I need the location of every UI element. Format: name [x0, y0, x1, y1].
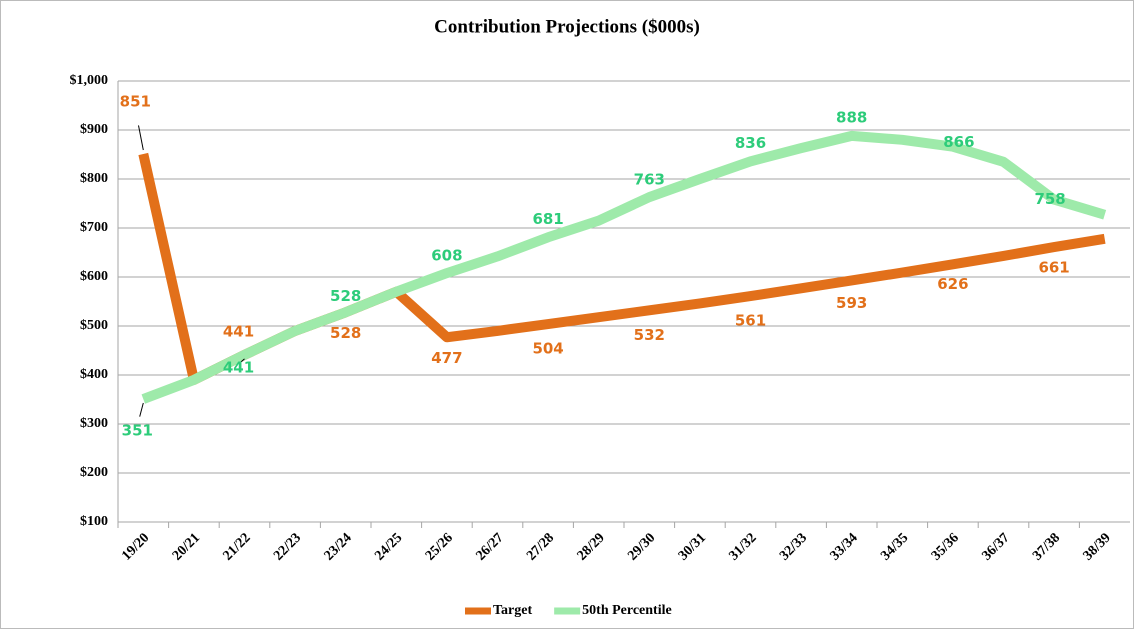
data-label: 532	[634, 326, 665, 344]
data-label: 758	[1034, 190, 1065, 208]
y-tick-label: $900	[80, 122, 108, 137]
data-label: 836	[735, 134, 766, 152]
data-label: 626	[937, 275, 968, 293]
data-label: 593	[836, 294, 867, 312]
y-tick-label: $300	[80, 416, 108, 431]
chart-title: Contribution Projections ($000s)	[434, 16, 700, 37]
y-tick-label: $200	[80, 465, 108, 480]
data-label: 528	[330, 287, 361, 305]
data-label: 681	[532, 210, 563, 228]
data-label: 351	[122, 422, 153, 440]
data-label: 561	[735, 312, 766, 330]
data-label: 441	[223, 358, 254, 376]
y-tick-label: $800	[80, 171, 108, 186]
data-label: 763	[634, 171, 665, 189]
data-label: 504	[532, 340, 563, 358]
y-tick-label: $100	[80, 514, 108, 529]
series-line	[141, 130, 1107, 404]
y-tick-label: $400	[80, 367, 108, 382]
legend-label: 50th Percentile	[582, 603, 672, 618]
data-label: 441	[223, 322, 254, 340]
y-tick-label: $1,000	[70, 73, 109, 88]
data-label: 528	[330, 324, 361, 342]
data-label: 608	[431, 247, 462, 265]
data-label: 866	[943, 133, 974, 151]
legend-label: Target	[493, 603, 532, 618]
data-label: 851	[120, 93, 151, 111]
leader-line	[240, 358, 245, 363]
data-label: 888	[836, 108, 867, 126]
y-tick-label: $600	[80, 269, 108, 284]
leader-line	[139, 402, 144, 417]
leader-line	[138, 125, 144, 151]
y-tick-label: $700	[80, 220, 108, 235]
y-tick-label: $500	[80, 318, 108, 333]
data-label: 661	[1038, 259, 1069, 277]
data-label: 477	[431, 349, 462, 367]
